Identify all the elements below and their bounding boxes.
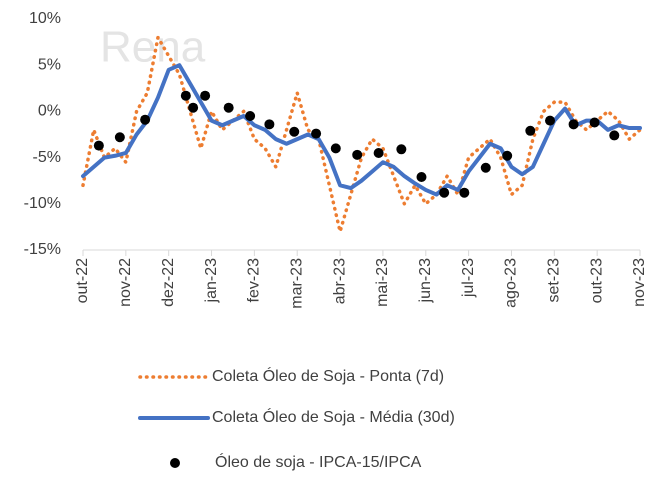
x-tick-label: ago-23 [503,258,520,308]
x-tick-label: jan-23 [203,258,220,304]
point [289,126,300,137]
x-tick-label: abr-23 [331,258,348,304]
point [93,140,104,151]
x-tick-label: mar-23 [288,258,305,309]
y-tick-label: -15% [24,241,61,258]
legend-label: Coleta Óleo de Soja - Média (30d) [212,407,455,426]
point [439,187,450,198]
point [330,143,341,154]
x-tick-label: out-22 [74,258,91,303]
point [609,130,620,141]
y-tick-label: -5% [33,149,61,166]
point [311,128,322,139]
x-tick-label: nov-22 [117,258,134,307]
point [545,115,556,126]
x-tick-label: out-23 [588,258,605,303]
point [245,111,256,122]
x-tick-label: dez-22 [160,258,177,307]
point [188,102,199,113]
point [502,150,513,161]
x-tick-label: mai-23 [374,258,391,307]
point [223,102,234,113]
y-tick-label: 0% [38,103,61,120]
legend-swatch [170,458,180,468]
point [416,172,427,183]
point [480,162,491,173]
x-tick-label: nov-23 [631,258,648,307]
y-tick-label: 5% [38,56,61,73]
point [589,117,600,128]
x-tick-label: jun-23 [417,258,434,304]
legend-label: Coleta Óleo de Soja - Ponta (7d) [212,366,444,385]
series-line [81,63,642,197]
point [140,114,151,125]
x-tick-label: jul-23 [460,258,477,298]
point [373,147,384,158]
y-tick-label: 10% [29,10,61,27]
x-tick-label: set-23 [546,258,563,303]
point [459,187,470,198]
legend-label: Óleo de soja - IPCA-15/IPCA [215,452,422,471]
point [525,125,536,136]
x-tick-label: fev-23 [246,258,263,303]
point [568,119,579,130]
point [396,144,407,155]
y-tick-label: -10% [24,195,61,212]
point [180,90,191,101]
point [114,132,125,143]
point [264,119,275,130]
point [352,149,363,160]
point [200,90,211,101]
